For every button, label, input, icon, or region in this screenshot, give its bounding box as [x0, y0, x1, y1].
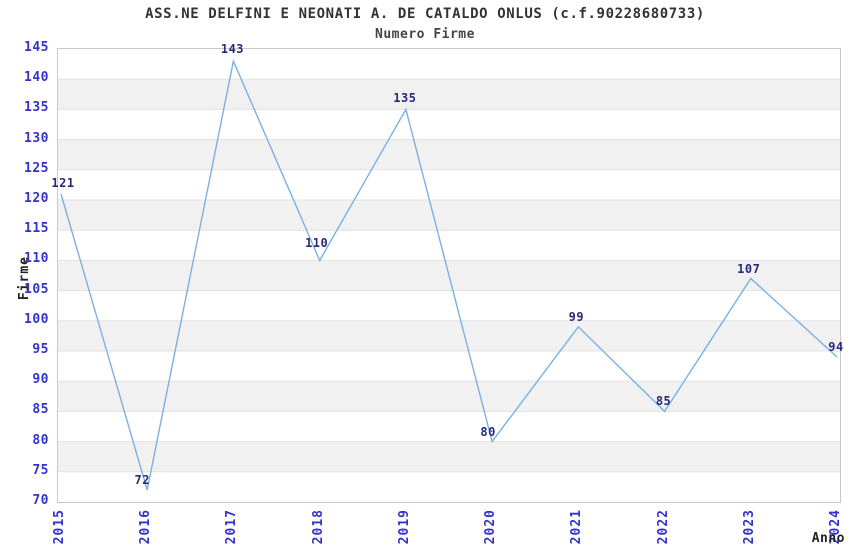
y-tick-label: 90 — [32, 372, 49, 388]
background-band — [58, 169, 840, 200]
x-tick-label: 2020 — [483, 509, 499, 545]
y-tick-label: 80 — [32, 432, 49, 448]
data-point-label: 99 — [568, 309, 585, 324]
x-tick-label: 2015 — [52, 509, 67, 545]
data-point-label: 121 — [51, 175, 75, 190]
background-band — [58, 471, 840, 502]
y-tick-label: 100 — [24, 311, 49, 327]
background-band — [58, 109, 840, 140]
background-band — [58, 441, 840, 472]
x-tick-label: 2017 — [224, 509, 240, 545]
y-tick-label: 135 — [24, 100, 49, 116]
x-tick-label: 2021 — [569, 509, 585, 545]
y-tick-label: 75 — [32, 462, 49, 478]
data-point-label: 94 — [828, 340, 844, 355]
data-point-label: 135 — [393, 91, 417, 106]
data-point-label: 80 — [480, 424, 496, 439]
series-line — [60, 58, 838, 491]
chart-title: ASS.NE DELFINI E NEONATI A. DE CATALDO O… — [145, 6, 705, 22]
y-tick-label: 95 — [32, 342, 49, 357]
background-band — [58, 351, 840, 382]
background-band — [58, 411, 840, 442]
y-tick-label: 105 — [24, 281, 49, 297]
x-tick-label: 2023 — [741, 509, 757, 545]
background-band — [58, 381, 840, 412]
x-tick-label: 2022 — [655, 509, 671, 545]
y-tick-label: 140 — [24, 70, 49, 86]
plot-area — [57, 48, 841, 503]
y-tick-label: 120 — [24, 191, 49, 206]
y-tick-label: 85 — [32, 402, 49, 418]
data-point-label: 143 — [220, 42, 245, 57]
background-band — [58, 230, 840, 261]
line-chart-canvas — [58, 49, 840, 502]
data-point-label: 107 — [737, 261, 761, 276]
x-tick-label: 2019 — [396, 509, 412, 545]
background-band — [58, 79, 840, 110]
y-tick-label: 125 — [24, 160, 49, 176]
x-axis-title: Anno — [811, 531, 845, 546]
background-band — [58, 200, 840, 231]
background-band — [58, 290, 840, 321]
y-tick-label: 115 — [24, 221, 49, 237]
data-point-label: 85 — [655, 394, 672, 409]
x-tick-label: 2018 — [310, 509, 326, 545]
y-tick-label: 70 — [32, 493, 49, 508]
background-band — [58, 139, 840, 170]
chart-subtitle: Numero Firme — [375, 27, 475, 42]
x-tick-label: 2016 — [138, 509, 154, 545]
data-point-label: 110 — [305, 236, 329, 251]
data-point-label: 72 — [134, 472, 150, 487]
background-band — [58, 49, 840, 80]
y-tick-label: 130 — [24, 130, 49, 146]
y-tick-label: 145 — [24, 40, 49, 55]
y-tick-label: 110 — [24, 251, 49, 267]
background-band — [58, 320, 840, 351]
